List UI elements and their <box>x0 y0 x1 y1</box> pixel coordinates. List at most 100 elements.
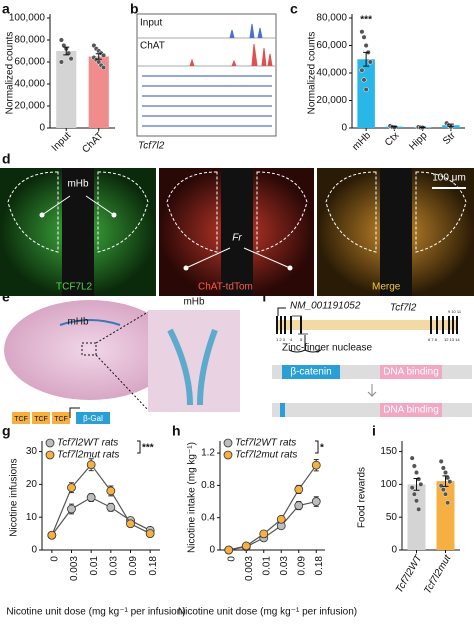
panel-label: h <box>172 423 181 439</box>
data-point <box>68 56 74 62</box>
series-line <box>228 464 317 551</box>
series-line <box>51 496 151 536</box>
x-tick-label: 0.09 <box>128 556 139 576</box>
nuclease-label: Zinc-finger nuclease <box>282 343 372 354</box>
y-tick-label: 20,000 <box>316 95 347 106</box>
data-point <box>418 481 424 487</box>
x-axis-label: Nicotine unit dose (mg kg⁻¹ per infusion… <box>178 607 357 618</box>
x-tick-label: Ctx <box>383 130 401 148</box>
pointer-dot <box>287 265 293 271</box>
data-point <box>86 460 96 470</box>
bar <box>357 59 375 128</box>
y-tick-label: 150 <box>380 446 397 457</box>
hb-outlines <box>7 171 467 253</box>
y-tick-label: 0 <box>391 545 397 556</box>
exon-label: 1 2 3 <box>276 337 286 342</box>
panel-label: f <box>262 289 267 305</box>
construct-label: TCF <box>54 416 68 423</box>
x-tick-label: 0.003 <box>244 556 255 581</box>
x-tick-label: ChAT <box>80 130 105 155</box>
y-axis-label: Food rewards <box>357 467 368 528</box>
panel-label: g <box>2 423 11 439</box>
legend-label: Tcf7l2WT rats <box>235 438 296 449</box>
domain-label: β-catenin <box>290 367 331 378</box>
data-point <box>126 519 135 529</box>
data-point <box>106 486 116 496</box>
data-point <box>359 67 365 73</box>
charts: 0 20,000 40,000 60,000 80,000 100,000 Normaliz… <box>5 13 465 618</box>
y-tick-label: 80,000 <box>14 35 45 46</box>
transcript-label: NM_001191052 <box>290 301 361 312</box>
y-axis-label: Nicotine intake (mg kg⁻¹) <box>187 442 198 553</box>
data-point <box>416 476 422 482</box>
data-point <box>447 479 453 485</box>
region-label: mHb <box>67 317 89 328</box>
data-point <box>106 502 116 512</box>
domain <box>280 403 285 417</box>
data-point <box>413 470 420 476</box>
x-tick-label: Hipp <box>407 130 430 153</box>
y-tick-label: 0 <box>39 123 45 134</box>
pointer-dot <box>39 212 45 218</box>
legend-label: Tcf7l2WT rats <box>57 438 118 449</box>
x-tick-label: 0.01 <box>89 556 100 576</box>
data-point <box>409 485 415 491</box>
significance: * <box>320 443 324 454</box>
pointer-dot <box>111 212 117 218</box>
midline <box>221 168 253 296</box>
data-point <box>294 501 304 510</box>
tss-arrow <box>277 307 286 316</box>
region-label: mHb <box>183 297 205 308</box>
error-bar <box>419 126 426 129</box>
data-point <box>363 86 369 93</box>
gene-label: Tcf7l2 <box>390 303 417 314</box>
error-bar <box>447 123 454 127</box>
panel-label: b <box>130 1 139 17</box>
legend-marker <box>45 438 55 448</box>
data-point <box>440 465 446 471</box>
data-point <box>411 463 417 469</box>
xgal-section: mHb mHb TCF TCF TCF β-Gal <box>4 297 240 424</box>
y-tick-label: 80,000 <box>316 13 347 24</box>
legend-marker <box>223 450 233 460</box>
error-bar <box>63 46 70 56</box>
x-tick-label: 0.01 <box>261 556 272 576</box>
x-tick-label: Input <box>50 130 74 154</box>
data-point <box>58 37 64 43</box>
hb-stain <box>59 319 121 326</box>
x-tick-label: 0 <box>226 556 237 562</box>
y-tick-label: 40,000 <box>316 68 347 79</box>
region-label: mHb <box>67 179 89 190</box>
legend-marker <box>223 438 233 448</box>
significance: *** <box>360 15 372 26</box>
significance-bracket <box>315 440 319 454</box>
construct <box>12 407 110 424</box>
data-point <box>241 541 251 551</box>
micrographs: mHb Fr 100 μm TCF7L2 ChAT-tdTom Merge <box>0 168 474 296</box>
track-frame <box>136 13 277 137</box>
x-axis-label: Nicotine unit dose (mg kg⁻¹ per infusion… <box>6 607 185 618</box>
data-point <box>361 77 367 83</box>
input-peaks <box>229 23 263 39</box>
error-bar <box>363 51 370 67</box>
significance: *** <box>142 443 154 454</box>
y-tick-label: 50 <box>386 512 398 523</box>
y-tick-label: 100,000 <box>9 13 46 24</box>
data-point <box>442 491 449 497</box>
error-bar <box>413 477 420 491</box>
pointer <box>185 247 291 269</box>
data-point <box>438 483 444 489</box>
exon-label: 4 <box>290 337 293 342</box>
tract-label: Fr <box>232 233 242 244</box>
inset-box <box>81 342 97 356</box>
transcripts <box>142 75 272 127</box>
data-point <box>259 529 269 539</box>
bar <box>436 481 455 550</box>
scale-label: 100 μm <box>432 173 466 184</box>
y-axis-label: Normalized counts <box>307 32 318 115</box>
domain <box>380 403 442 417</box>
y-tick-label: 60,000 <box>14 57 45 68</box>
x-tick-label: mHb <box>350 130 373 153</box>
error-bar <box>391 125 398 128</box>
x-tick-label: 0.03 <box>108 556 119 576</box>
